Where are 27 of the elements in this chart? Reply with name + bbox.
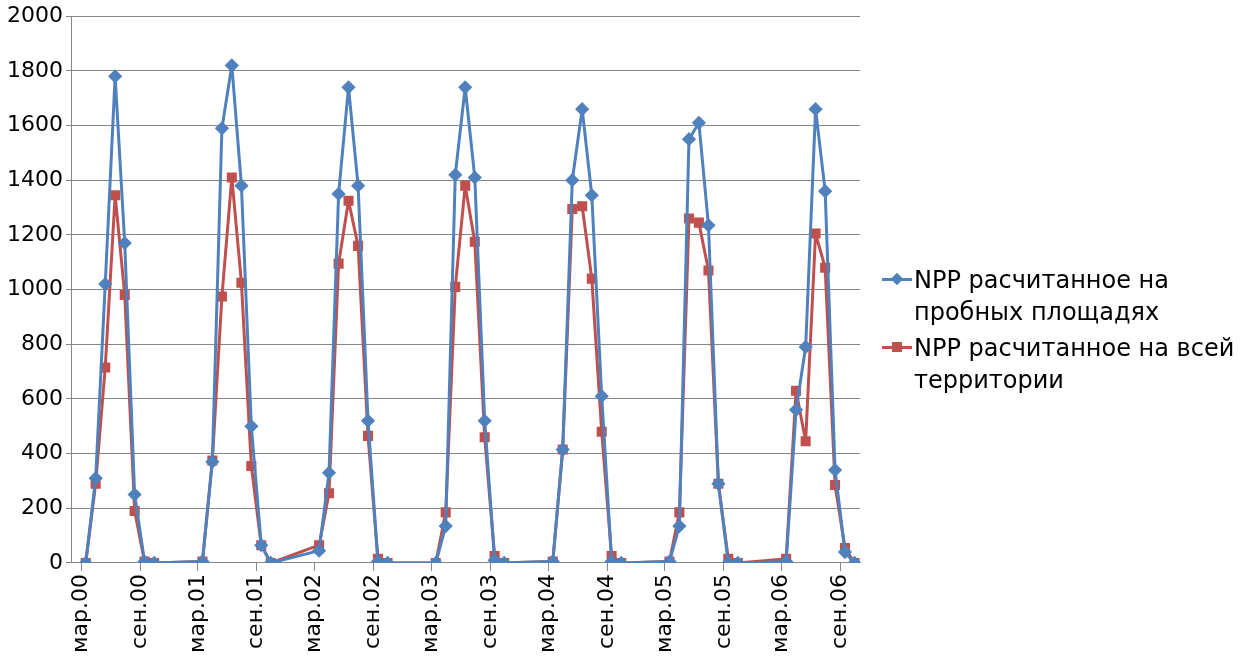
x-tick-label: мар.06 bbox=[767, 573, 793, 653]
y-tick-label: 200 bbox=[20, 494, 63, 520]
y-tick-label: 1000 bbox=[6, 275, 63, 301]
y-tick-label: 800 bbox=[20, 329, 63, 355]
y-tick-label: 2000 bbox=[6, 1, 63, 27]
y-tick-label: 400 bbox=[20, 439, 63, 465]
y-tick-label: 1600 bbox=[6, 111, 63, 137]
x-tick-label: сен.06 bbox=[826, 573, 852, 649]
y-tick-label: 1800 bbox=[6, 56, 63, 82]
y-tick-label: 1400 bbox=[6, 165, 63, 191]
y-tick-label: 600 bbox=[20, 384, 63, 410]
x-tick-label: мар.02 bbox=[300, 573, 326, 653]
x-tick-label: сен.00 bbox=[125, 573, 151, 649]
x-tick-label: сен.02 bbox=[359, 573, 385, 649]
x-tick-label: мар.03 bbox=[417, 573, 443, 653]
x-tick-label: сен.04 bbox=[592, 573, 618, 649]
y-tick-label: 1200 bbox=[6, 220, 63, 246]
y-tick-label: 0 bbox=[48, 548, 63, 574]
x-tick-label: мар.00 bbox=[66, 573, 92, 653]
legend-label: NPP расчитанное на пробных площадях bbox=[914, 265, 1170, 328]
x-tick-label: сен.01 bbox=[242, 573, 268, 649]
x-tick-label: сен.05 bbox=[709, 573, 735, 649]
legend-label: NPP расчитанное на всей территории bbox=[914, 333, 1236, 396]
x-tick-label: мар.04 bbox=[534, 573, 560, 653]
x-tick-label: сен.03 bbox=[475, 573, 501, 649]
x-tick-label: мар.01 bbox=[183, 573, 209, 653]
x-tick-label: мар.05 bbox=[650, 573, 676, 653]
